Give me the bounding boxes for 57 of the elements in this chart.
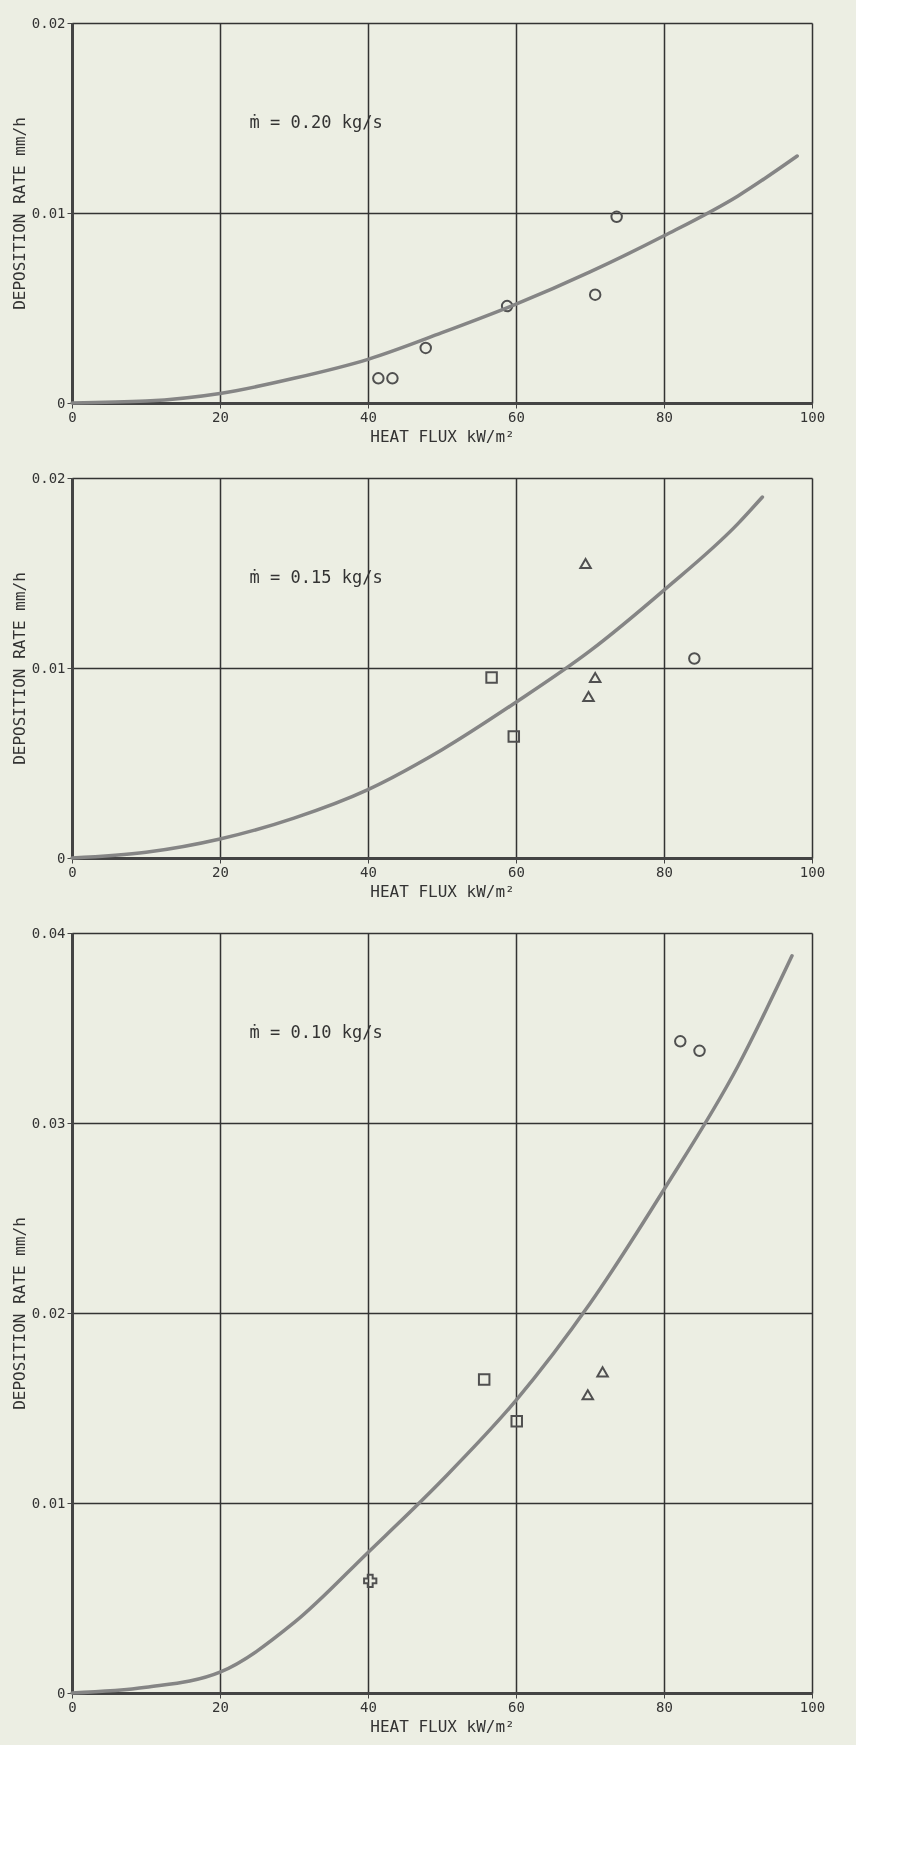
y-axis-title: DEPOSITION RATE mm/h bbox=[9, 1217, 29, 1410]
point bbox=[582, 690, 595, 703]
line-series bbox=[70, 954, 794, 1695]
x-tick-label: 20 bbox=[212, 408, 229, 425]
point bbox=[596, 1366, 609, 1378]
point bbox=[477, 1373, 491, 1386]
y-tick-label: 0.02 bbox=[31, 14, 66, 31]
x-tick-label: 100 bbox=[799, 863, 826, 880]
y-tick-label: 0.01 bbox=[31, 1494, 66, 1511]
x-tick-label: 0 bbox=[68, 863, 77, 880]
point bbox=[510, 1415, 523, 1428]
x-tick-label: 60 bbox=[508, 1698, 525, 1715]
x-tick-label: 40 bbox=[360, 1698, 377, 1715]
x-tick-label: 40 bbox=[360, 408, 377, 425]
x-tick-label: 100 bbox=[799, 1698, 826, 1715]
point bbox=[610, 210, 623, 224]
y-axis-title: DEPOSITION RATE mm/h bbox=[9, 572, 29, 765]
point bbox=[588, 671, 602, 684]
y-tick-label: 0 bbox=[57, 1684, 66, 1701]
point bbox=[363, 1573, 378, 1589]
x-tick-label: 0 bbox=[68, 408, 77, 425]
point bbox=[386, 372, 399, 385]
line-series bbox=[70, 495, 765, 860]
x-tick-label: 80 bbox=[656, 1698, 673, 1715]
y-tick-label: 0.02 bbox=[31, 469, 66, 486]
y-tick-label: 0.02 bbox=[31, 1304, 66, 1321]
y-axis-title: DEPOSITION RATE mm/h bbox=[9, 117, 29, 310]
point bbox=[507, 730, 521, 743]
y-tick-label: 0.03 bbox=[31, 1114, 66, 1131]
point bbox=[693, 1044, 706, 1058]
x-tick-label: 60 bbox=[508, 863, 525, 880]
x-axis-title: HEAT FLUX kW/m² bbox=[370, 881, 515, 901]
point bbox=[419, 341, 432, 355]
x-tick-label: 80 bbox=[656, 863, 673, 880]
point bbox=[500, 299, 514, 313]
y-tick-label: 0.01 bbox=[31, 204, 66, 221]
point bbox=[579, 557, 592, 570]
y-tick-label: 0.01 bbox=[31, 659, 66, 676]
x-tick-label: 80 bbox=[656, 408, 673, 425]
y-tick-label: 0 bbox=[57, 849, 66, 866]
point bbox=[485, 671, 498, 684]
point bbox=[674, 1035, 687, 1048]
x-tick-label: 0 bbox=[68, 1698, 77, 1715]
y-tick-label: 0.04 bbox=[31, 924, 66, 941]
point bbox=[588, 288, 602, 301]
x-tick-label: 40 bbox=[360, 863, 377, 880]
x-tick-label: 100 bbox=[799, 408, 826, 425]
x-tick-label: 60 bbox=[508, 408, 525, 425]
x-tick-label: 20 bbox=[212, 1698, 229, 1715]
line-series bbox=[70, 154, 799, 405]
point bbox=[688, 652, 701, 665]
x-tick-label: 20 bbox=[212, 863, 229, 880]
point bbox=[372, 372, 385, 385]
y-tick-label: 0 bbox=[57, 394, 66, 411]
x-axis-title: HEAT FLUX kW/m² bbox=[370, 426, 515, 446]
point bbox=[581, 1389, 595, 1401]
x-axis-title: HEAT FLUX kW/m² bbox=[370, 1716, 515, 1736]
